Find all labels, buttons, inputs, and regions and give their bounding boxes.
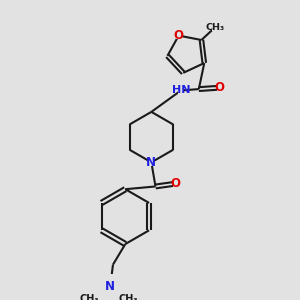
Text: O: O xyxy=(214,81,224,94)
Bar xyxy=(86,295,94,300)
Text: O: O xyxy=(174,29,184,42)
Bar xyxy=(178,87,184,94)
Text: HN: HN xyxy=(172,85,190,95)
Text: O: O xyxy=(170,177,180,190)
Text: CH₃: CH₃ xyxy=(80,294,100,300)
Bar xyxy=(108,283,112,290)
Text: N: N xyxy=(105,280,115,293)
Bar xyxy=(124,295,132,300)
Text: CH₃: CH₃ xyxy=(118,294,138,300)
Bar xyxy=(176,32,181,39)
Text: N: N xyxy=(146,156,156,169)
Bar xyxy=(173,180,178,188)
Bar xyxy=(149,158,154,166)
Bar xyxy=(212,24,219,31)
Bar xyxy=(217,84,222,92)
Text: CH₃: CH₃ xyxy=(206,23,225,32)
